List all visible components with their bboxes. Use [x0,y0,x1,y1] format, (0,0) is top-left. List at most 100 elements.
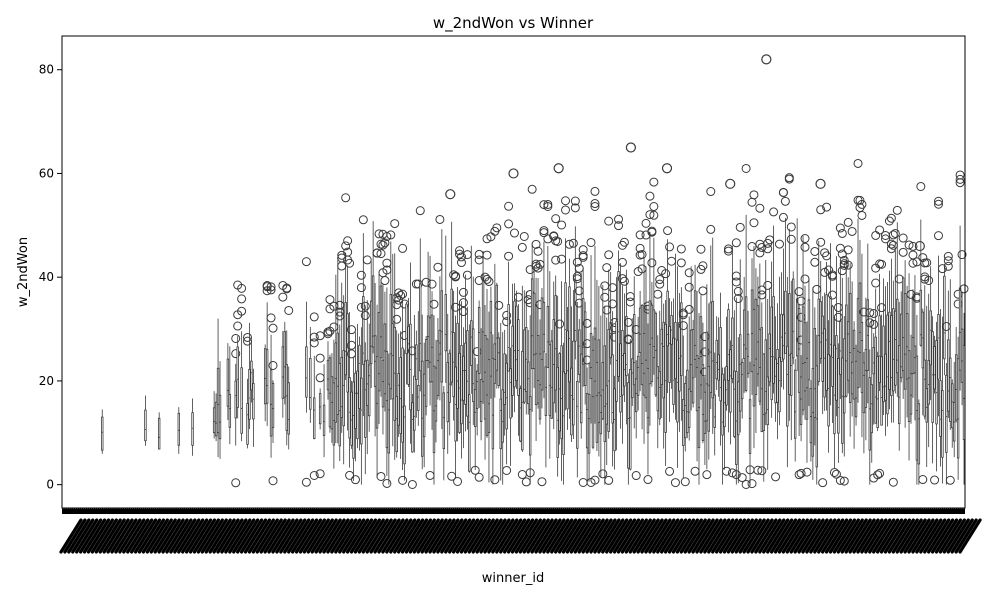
box [385,351,389,449]
y-tick-label: 40 [39,270,54,284]
x-tick-label-mark [660,518,684,554]
outlier-point [315,469,325,479]
outlier-point [684,268,694,278]
x-tick-label-mark [377,518,401,554]
box [403,405,406,465]
box [954,354,958,421]
x-tick-label-mark [169,518,193,554]
x-tick-label-mark [357,518,381,554]
box [503,353,506,405]
outlier-point [619,276,629,286]
box [607,329,610,432]
outlier-point [543,201,553,211]
box [764,339,767,414]
box [691,329,695,404]
box [544,366,548,416]
box [742,309,746,359]
y-tick-label: 80 [39,63,54,77]
outlier-point [278,292,288,302]
box [269,369,273,437]
box [880,356,883,426]
outlier-point [763,244,773,254]
x-tick-label-mark [589,518,613,554]
outlier-point [380,276,390,286]
outlier-point [360,301,370,311]
box [350,391,353,446]
box [717,354,720,381]
x-tick-label-mark [63,518,87,554]
outlier-point [865,318,875,328]
outlier-point [922,258,932,268]
outlier-point [343,236,353,246]
x-tick-label-mark [302,518,326,554]
outlier-point [537,477,547,487]
box [829,296,832,357]
box [729,349,732,413]
outlier-point [590,475,600,485]
outlier-point [670,478,680,488]
box [218,394,222,440]
box [328,357,332,428]
box [905,313,909,380]
box [515,305,518,381]
outlier-point [390,219,400,229]
box [352,381,355,459]
box [383,323,387,395]
x-tick-label-mark [946,518,970,554]
box [709,302,712,393]
x-tick-label-mark [848,518,872,554]
x-tick-label-mark [118,518,142,554]
outlier-point [924,275,934,285]
x-tick-label-mark [444,518,468,554]
box [684,383,687,439]
box [760,327,764,433]
x-tick-label-mark [573,518,597,554]
x-tick-label-mark [636,518,660,554]
box [493,343,497,384]
box [960,328,964,383]
box [605,385,608,425]
x-tick-label-mark [754,518,778,554]
outlier-point [231,478,241,488]
x-tick-label-mark [836,518,860,554]
box [578,329,581,375]
x-tick-label-mark [255,518,279,554]
x-tick-label-mark [538,518,562,554]
x-tick-label-mark [314,518,338,554]
box [338,363,341,447]
outlier-point [875,468,885,478]
box [839,321,842,375]
outlier-point [645,210,655,220]
box [572,340,575,426]
chart-title: w_2ndWon vs Winner [433,14,594,33]
outlier-point [684,304,694,314]
box [511,325,514,396]
box [358,344,361,409]
box [322,404,326,436]
box [825,294,828,391]
box [395,396,398,453]
box [768,333,771,383]
outlier-point [749,190,759,200]
box [705,331,709,422]
outlier-point [347,325,357,335]
box [770,306,773,401]
outlier-point [741,163,751,173]
outlier-point [661,269,671,279]
outlier-point [561,196,571,206]
x-tick-label-mark [361,518,385,554]
box [758,329,762,402]
x-tick-label-mark [542,518,566,554]
box [827,354,830,427]
outlier-point [920,274,930,284]
outlier-point [802,467,812,477]
outlier-point [392,314,402,324]
x-tick-label-mark [393,518,417,554]
x-tick-label-mark [436,518,460,554]
outlier-point [237,306,247,316]
outlier-point [818,478,828,488]
outlier-point [598,469,608,479]
x-tick-label-mark [514,518,539,554]
x-tick-label-mark [561,518,586,554]
box [550,340,553,419]
